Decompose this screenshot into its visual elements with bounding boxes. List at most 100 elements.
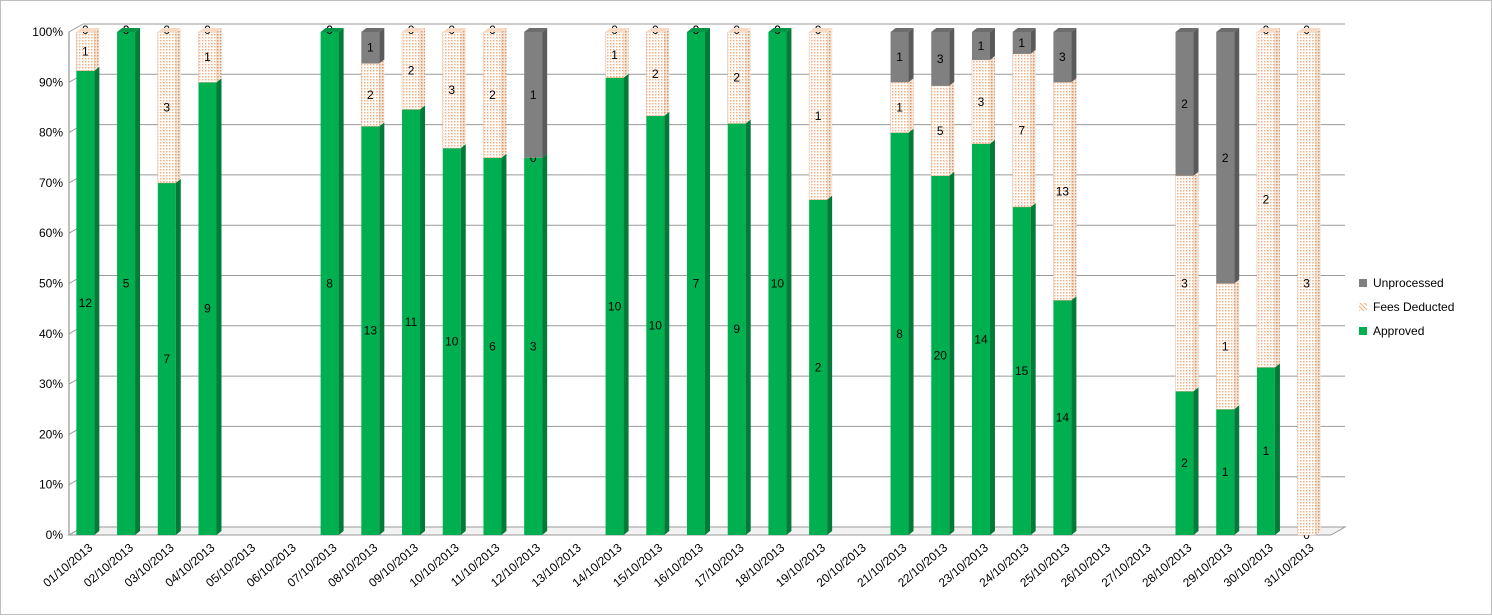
bar-approved — [809, 199, 828, 535]
bar-side — [1071, 78, 1077, 301]
bar-side — [786, 28, 792, 535]
bar-side — [501, 153, 507, 535]
data-label: 10 — [445, 335, 459, 349]
bar-side — [949, 28, 955, 86]
bar-top — [605, 28, 629, 32]
y-tick-label: 60% — [39, 226, 63, 240]
bar-side — [1030, 49, 1036, 207]
bar-side — [745, 28, 751, 124]
bar-side — [216, 28, 222, 83]
y-tick-label: 10% — [39, 478, 63, 492]
data-label: 1 — [530, 88, 537, 102]
bar-side — [1030, 202, 1036, 535]
bar-approved — [890, 132, 909, 535]
bar-approved — [1175, 391, 1194, 535]
bar-approved — [524, 157, 543, 535]
data-label: 1 — [896, 50, 903, 64]
bar-side — [460, 144, 466, 536]
bar-top — [198, 28, 222, 32]
legend-label-fees-deducted: Fees Deducted — [1373, 300, 1455, 314]
bar-approved — [117, 32, 136, 535]
bar-side — [1193, 171, 1199, 392]
bar-top — [483, 28, 507, 32]
bar-side — [379, 122, 385, 535]
data-label: 2 — [1181, 456, 1188, 470]
data-label: 8 — [896, 327, 903, 341]
bar-side — [94, 28, 100, 71]
y-tick-label: 30% — [39, 377, 63, 391]
bar-approved — [1216, 409, 1235, 535]
data-label: 2 — [815, 360, 822, 374]
bar-side — [827, 195, 833, 535]
bar-side — [420, 105, 426, 535]
bar-top — [1256, 28, 1280, 32]
legend: Unprocessed Fees Deducted Approved — [1359, 271, 1454, 343]
bar-side — [1193, 28, 1199, 176]
bar-top — [971, 28, 995, 32]
bar-side — [989, 139, 995, 535]
bar-side — [501, 28, 507, 158]
bar-approved — [1053, 300, 1072, 535]
data-label: 2 — [1222, 151, 1229, 165]
bar-approved — [157, 182, 176, 535]
y-tick-label: 0% — [46, 528, 64, 542]
bar-top — [687, 28, 710, 32]
data-label: 2 — [489, 88, 496, 102]
legend-swatch-approved — [1359, 327, 1367, 335]
bar-approved — [646, 115, 665, 535]
data-label: 14 — [1056, 411, 1070, 425]
data-label: 1 — [978, 39, 985, 53]
bar-approved — [687, 32, 705, 535]
bar-side — [623, 28, 629, 78]
data-label: 1 — [896, 100, 903, 114]
data-label: 9 — [204, 302, 211, 316]
data-label: 10 — [649, 318, 663, 332]
bar-side — [379, 28, 385, 64]
bar-side — [94, 66, 100, 535]
bar-side — [908, 78, 914, 133]
bar-approved — [442, 148, 461, 536]
data-label: 6 — [489, 339, 496, 353]
data-label: 7 — [1018, 123, 1025, 137]
bar-approved — [768, 32, 787, 535]
bar-side — [175, 178, 181, 535]
data-label: 7 — [693, 277, 700, 291]
bar-side — [745, 119, 751, 536]
data-label: 2 — [652, 67, 659, 81]
y-tick-label: 70% — [39, 176, 63, 190]
y-tick-label: 80% — [39, 126, 63, 140]
bar-side — [379, 59, 385, 127]
legend-label-unprocessed: Unprocessed — [1373, 276, 1444, 290]
bar-side — [908, 28, 914, 83]
data-label: 3 — [530, 339, 537, 353]
data-label: 2 — [408, 64, 415, 78]
legend-item-approved: Approved — [1359, 319, 1454, 343]
bar-side — [420, 28, 426, 110]
bar-approved — [727, 123, 746, 536]
bar-side — [827, 28, 833, 200]
bar-side — [542, 153, 548, 535]
legend-item-fees-deducted: Fees Deducted — [1359, 295, 1454, 319]
bar-side — [705, 28, 710, 535]
bar-unprocessed — [1012, 32, 1031, 54]
data-label: 3 — [448, 83, 455, 97]
bar-top — [809, 28, 833, 32]
bar-side — [1315, 28, 1321, 535]
bar-side — [949, 81, 955, 176]
data-label: 2 — [367, 88, 374, 102]
bar-unprocessed — [971, 32, 990, 60]
data-label: 1 — [204, 50, 211, 64]
data-label: 13 — [364, 324, 378, 338]
bar-top — [320, 28, 344, 32]
data-label: 20 — [934, 348, 948, 362]
bar-side — [175, 28, 181, 183]
bar-top — [117, 28, 141, 32]
bar-side — [949, 171, 955, 535]
data-label: 5 — [937, 124, 944, 138]
data-label: 1 — [1018, 36, 1025, 50]
bar-unprocessed — [931, 32, 950, 86]
bar-side — [1234, 279, 1240, 410]
data-label: 2 — [1181, 97, 1188, 111]
